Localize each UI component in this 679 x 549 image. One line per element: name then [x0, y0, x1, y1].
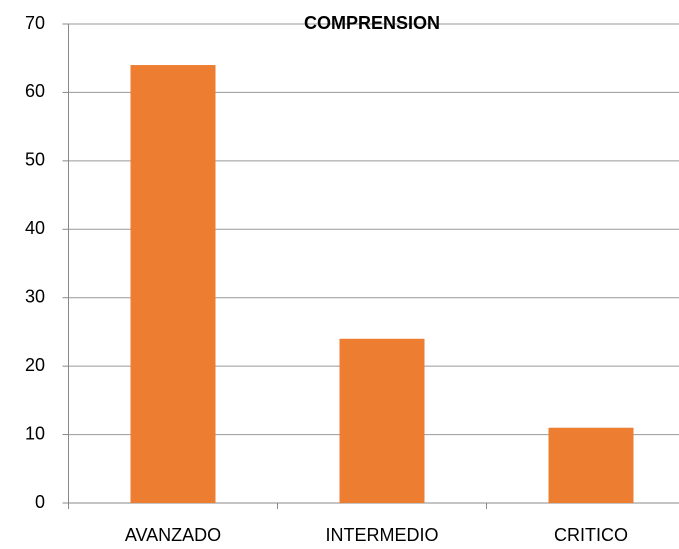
y-tick-label: 40	[25, 218, 45, 238]
y-tick-label: 70	[25, 13, 45, 33]
y-tick-label: 60	[25, 81, 45, 101]
y-tick-label: 30	[25, 286, 45, 306]
y-tick-label: 20	[25, 355, 45, 375]
x-tick-label: CRITICO	[554, 525, 628, 545]
chart-title: COMPRENSION	[304, 13, 440, 33]
x-tick-label: AVANZADO	[125, 525, 221, 545]
y-tick-label: 50	[25, 150, 45, 170]
bar	[130, 65, 216, 504]
bar	[339, 338, 425, 503]
x-tick-label: INTERMEDIO	[325, 525, 438, 545]
bar	[548, 427, 634, 503]
y-tick-label: 0	[35, 492, 45, 512]
y-tick-label: 10	[25, 423, 45, 443]
